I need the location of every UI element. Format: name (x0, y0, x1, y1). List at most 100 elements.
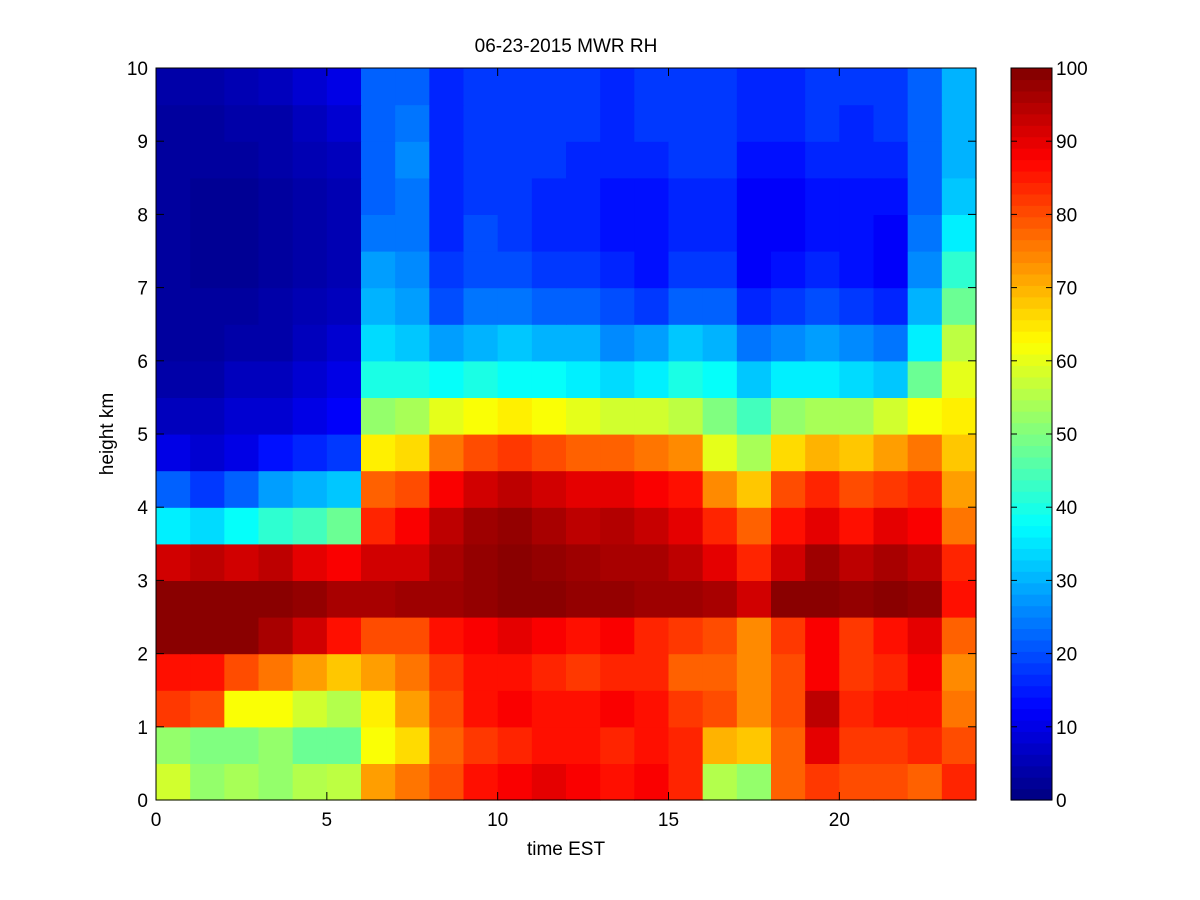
heatmap-cell (326, 104, 362, 142)
heatmap-cell (156, 653, 191, 691)
heatmap-cell (361, 324, 396, 362)
heatmap-cell (258, 104, 294, 142)
colorbar-tick-label: 0 (1056, 791, 1067, 812)
heatmap-cell (463, 507, 499, 545)
heatmap-cell (429, 287, 465, 325)
heatmap-cell (361, 287, 396, 325)
chart-title: 06-23-2015 MWR RH (475, 36, 658, 57)
heatmap-cell (634, 251, 670, 289)
heatmap-cell (190, 251, 225, 289)
heatmap-cell (224, 543, 260, 581)
heatmap-cell (873, 690, 909, 728)
heatmap-cell (634, 434, 670, 472)
heatmap-cell (805, 543, 840, 581)
heatmap-cell (941, 68, 977, 106)
heatmap-cell (839, 726, 875, 764)
heatmap-cell (292, 177, 328, 215)
heatmap-cell (839, 690, 875, 728)
colorbar-tick-label: 30 (1056, 571, 1077, 592)
heatmap-cell (429, 470, 465, 508)
heatmap-cell (224, 214, 260, 252)
heatmap-cell (805, 214, 840, 252)
heatmap-cell (839, 214, 875, 252)
heatmap-cell (941, 177, 977, 215)
colorbar-segment (1011, 502, 1052, 515)
heatmap-cell (224, 434, 260, 472)
heatmap-cell (258, 580, 294, 618)
heatmap-cell (600, 543, 635, 581)
heatmap-cell (497, 763, 533, 801)
heatmap-cell (873, 397, 909, 435)
heatmap-cell (361, 470, 396, 508)
heatmap-cell (907, 214, 943, 252)
heatmap-cell (907, 507, 943, 545)
heatmap-cell (566, 397, 601, 435)
colorbar-segment (1011, 113, 1052, 126)
heatmap-cell (668, 653, 704, 691)
heatmap-cell (463, 690, 499, 728)
heatmap-cell (190, 287, 225, 325)
colorbar-segment (1011, 685, 1052, 698)
heatmap-cell (941, 763, 977, 801)
heatmap-cell (771, 653, 806, 691)
heatmap-cell (702, 653, 738, 691)
heatmap-cell (429, 141, 465, 179)
colorbar-segment (1011, 193, 1052, 206)
heatmap-cell (258, 726, 294, 764)
heatmap-cell (531, 470, 567, 508)
heatmap-cell (361, 690, 396, 728)
heatmap-cell (361, 434, 396, 472)
heatmap-cell (634, 507, 670, 545)
heatmap-cell (395, 251, 430, 289)
heatmap-cell (156, 434, 191, 472)
heatmap-cell (907, 690, 943, 728)
heatmap-cell (907, 360, 943, 398)
colorbar-segment (1011, 125, 1052, 138)
heatmap-cell (600, 397, 635, 435)
heatmap-cell (429, 177, 465, 215)
heatmap-cell (395, 617, 430, 655)
heatmap-cell (361, 617, 396, 655)
heatmap-cell (395, 507, 430, 545)
heatmap-cell (736, 68, 772, 106)
colorbar-segment (1011, 582, 1052, 595)
colorbar-segment (1011, 674, 1052, 687)
colorbar-segment (1011, 742, 1052, 755)
colorbar-segment (1011, 251, 1052, 264)
heatmap-cell (395, 434, 430, 472)
heatmap-cell (600, 690, 635, 728)
heatmap-cell (839, 653, 875, 691)
heatmap-cell (941, 507, 977, 545)
heatmap-cell (326, 287, 362, 325)
heatmap-cell (839, 104, 875, 142)
heatmap-cell (736, 141, 772, 179)
heatmap-cell (292, 653, 328, 691)
heatmap-cell (292, 543, 328, 581)
heatmap-cell (702, 580, 738, 618)
heatmap-cell (907, 177, 943, 215)
heatmap-cell (156, 214, 191, 252)
heatmap-cell (805, 104, 840, 142)
heatmap-cell (600, 177, 635, 215)
heatmap-cell (736, 434, 772, 472)
colorbar-segment (1011, 239, 1052, 252)
heatmap-cell (702, 434, 738, 472)
colorbar-segment (1011, 285, 1052, 298)
heatmap-cell (839, 763, 875, 801)
colorbar-segment (1011, 548, 1052, 561)
heatmap-cell (258, 617, 294, 655)
heatmap-cell (190, 360, 225, 398)
heatmap-cell (941, 690, 977, 728)
colorbar-segment (1011, 719, 1052, 732)
heatmap-cell (702, 104, 738, 142)
heatmap-cell (258, 68, 294, 106)
heatmap-cell (497, 580, 533, 618)
heatmap-cell (941, 324, 977, 362)
heatmap-cell (941, 397, 977, 435)
heatmap-cell (497, 690, 533, 728)
heatmap-cell (566, 434, 601, 472)
heatmap-cell (292, 324, 328, 362)
heatmap-cell (873, 177, 909, 215)
colorbar-segment (1011, 559, 1052, 572)
